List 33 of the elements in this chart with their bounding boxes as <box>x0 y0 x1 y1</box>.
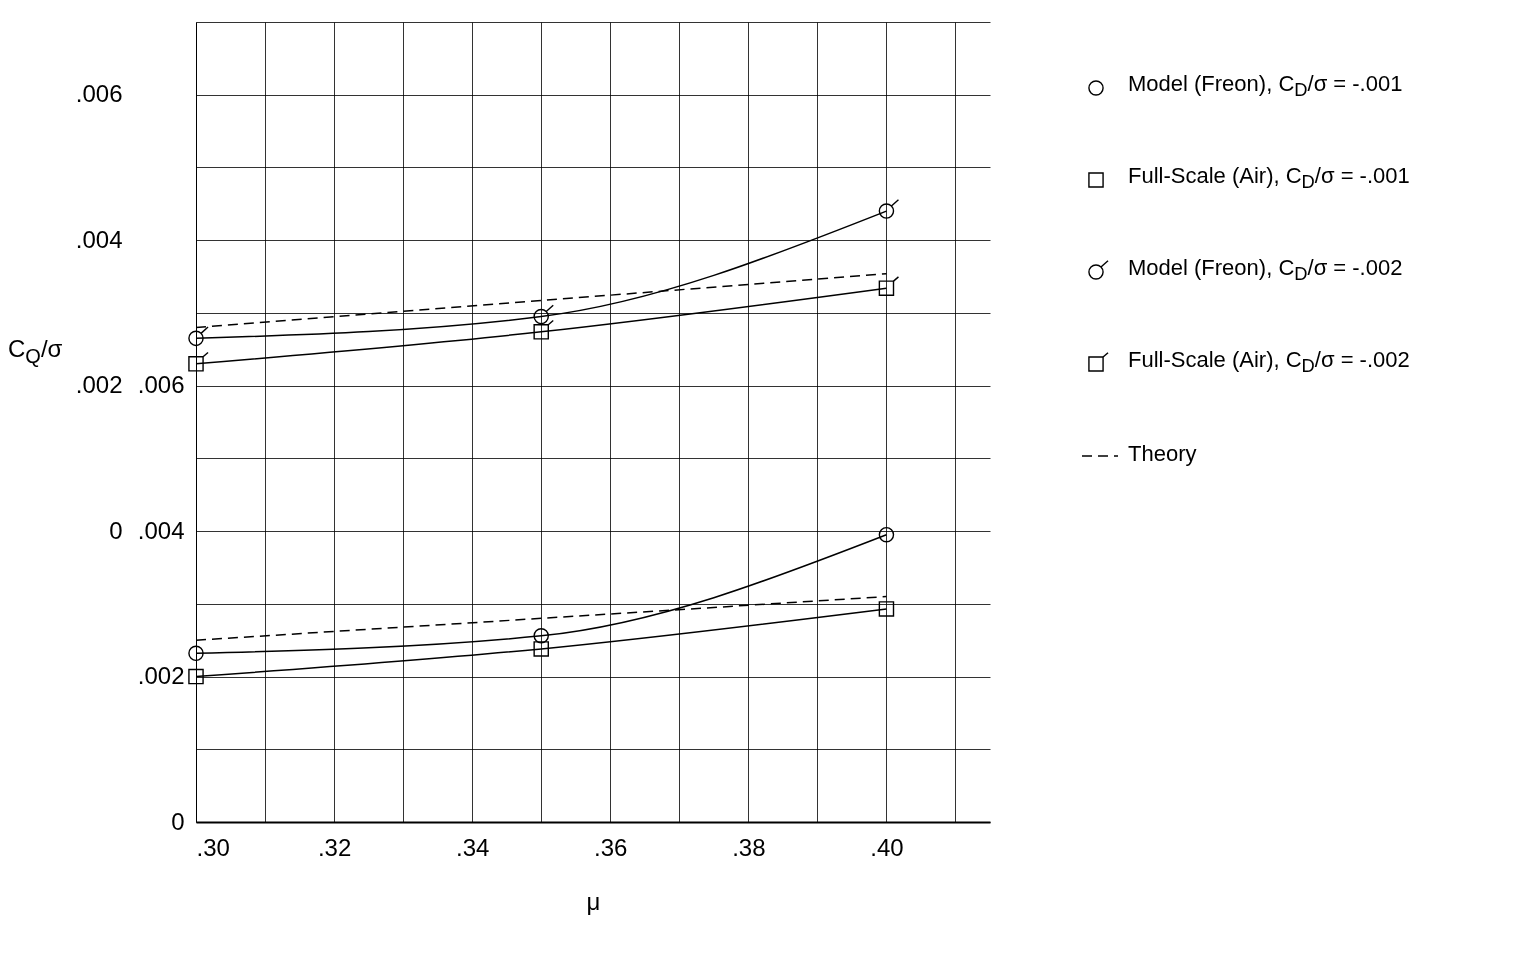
x-tick-label: .38 <box>732 833 766 861</box>
legend-label: Full-Scale (Air), C$_{D}$/σ = -.002 <box>1128 346 1410 378</box>
y2-tick-label: .002 <box>137 662 185 690</box>
y-tick-label: .004 <box>75 225 123 253</box>
legend-label: Theory <box>1128 441 1197 467</box>
point <box>188 330 204 347</box>
y2-tick-label: .006 <box>137 371 185 399</box>
point <box>878 601 895 617</box>
point <box>188 645 204 662</box>
point <box>188 356 204 372</box>
point <box>878 280 895 296</box>
y2-tick-label: 0 <box>171 807 185 835</box>
x-axis-title: μ <box>586 887 601 915</box>
point <box>533 308 549 325</box>
legend-label: Full-Scale (Air), C$_{D}$/σ = -.001 <box>1128 162 1410 194</box>
y-tick-label: 0 <box>109 516 123 544</box>
legend-label: Model (Freon), C$_{D}$/σ = -.001 <box>1128 70 1403 102</box>
y-tick-label: .002 <box>75 371 123 399</box>
point <box>188 668 204 685</box>
x-tick-label: .40 <box>870 833 904 861</box>
y2-tick-label: .004 <box>137 516 185 544</box>
point <box>533 641 549 657</box>
y-axis-title: C$_{Q}$/σ <box>8 335 63 368</box>
x-tick-label: .32 <box>317 833 352 861</box>
x-tick-label: .34 <box>455 833 490 861</box>
point <box>533 628 549 644</box>
legend-label: Model (Freon), C$_{D}$/σ = -.002 <box>1128 254 1403 286</box>
point <box>533 324 549 340</box>
point <box>878 526 895 543</box>
point <box>878 203 895 219</box>
x-tick-label: .30 <box>196 833 230 861</box>
x-tick-label: .36 <box>594 833 628 861</box>
y-tick-label: .006 <box>75 80 123 108</box>
